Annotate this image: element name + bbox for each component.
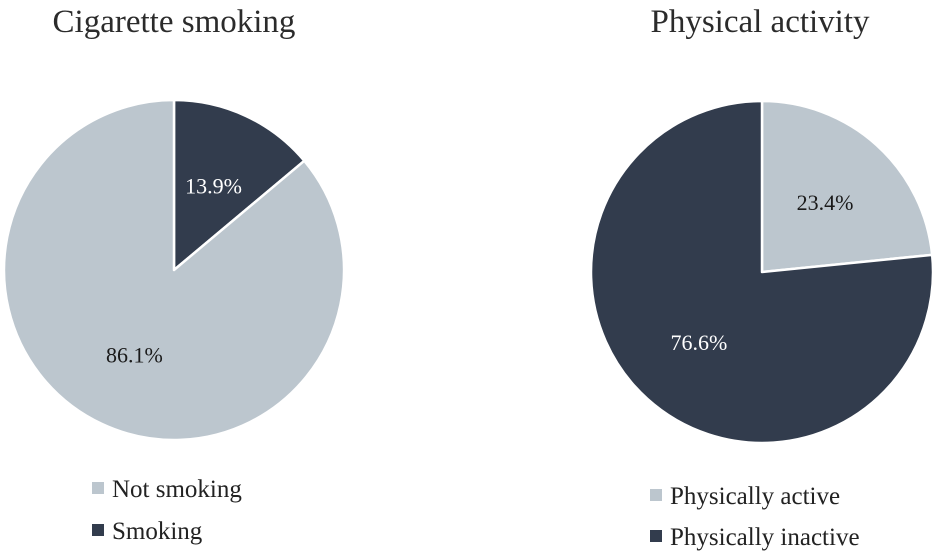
- legend-item-physically-inactive: Physically inactive: [650, 524, 860, 551]
- legend-label-physically-active: Physically active: [670, 483, 840, 510]
- legend-swatch-physically-active: [650, 489, 662, 501]
- legend-item-smoking: Smoking: [92, 518, 203, 545]
- pie-slice-physically-inactive: [589, 99, 935, 445]
- legend-label-not-smoking: Not smoking: [112, 476, 242, 503]
- slice-label-not-smoking: 86.1%: [106, 343, 163, 368]
- pie-slice-smoking: [172, 98, 306, 272]
- chart-cigarette-smoking: Cigarette smoking 13.9% 86.1% Not smoking…: [2, 4, 346, 545]
- legend-item-physically-active: Physically active: [650, 483, 840, 510]
- legend-swatch-physically-inactive: [650, 530, 662, 542]
- pie-slice-not-smoking: [2, 98, 346, 442]
- legend: Physically active Physically inactive: [650, 483, 860, 551]
- slice-label-physically-active: 23.4%: [797, 190, 854, 215]
- legend-label-physically-inactive: Physically inactive: [670, 524, 860, 551]
- slice-label-smoking: 13.9%: [185, 173, 242, 198]
- legend-label-smoking: Smoking: [112, 518, 203, 545]
- chart-title: Cigarette smoking: [53, 4, 296, 40]
- legend-swatch-smoking: [92, 524, 104, 536]
- slice-label-physically-inactive: 76.6%: [671, 330, 728, 355]
- legend-swatch-not-smoking: [92, 482, 104, 494]
- pie-physical-activity: 23.4% 76.6%: [589, 99, 935, 445]
- legend-item-not-smoking: Not smoking: [92, 476, 242, 503]
- pie-cigarette-smoking: 13.9% 86.1%: [2, 98, 346, 442]
- chart-title: Physical activity: [650, 4, 870, 40]
- legend: Not smoking Smoking: [92, 476, 242, 545]
- chart-physical-activity: Physical activity 23.4% 76.6% Physically …: [589, 4, 935, 551]
- pie-slice-physically-active: [760, 99, 934, 274]
